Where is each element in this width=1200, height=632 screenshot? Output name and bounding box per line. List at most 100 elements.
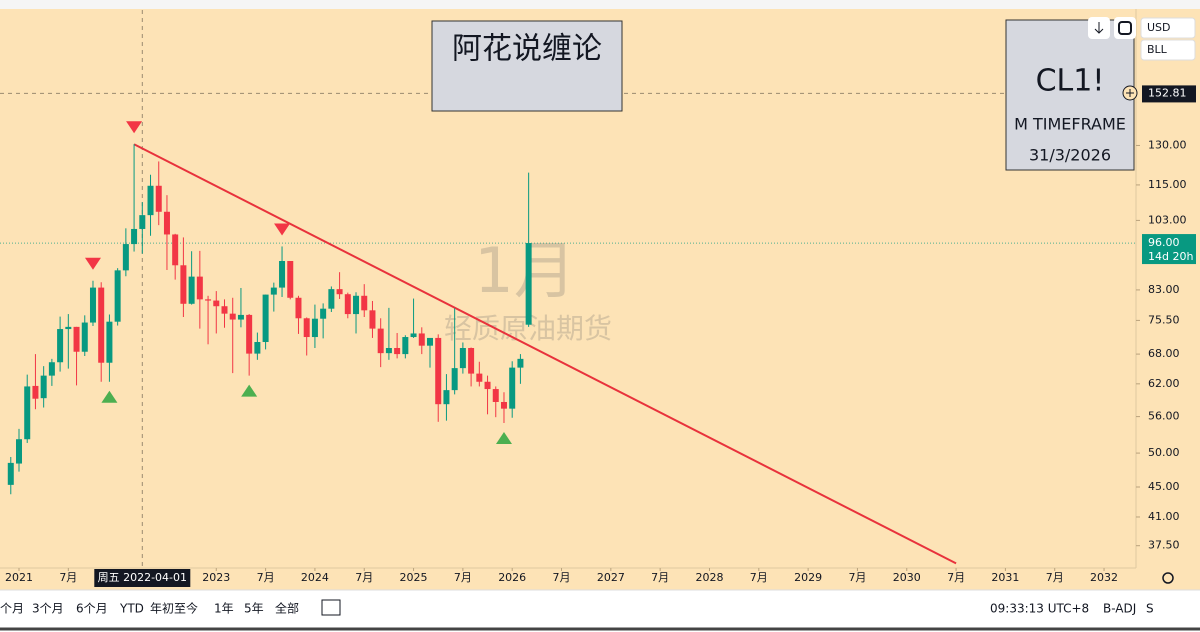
x-tick-label: 7月 — [1046, 571, 1064, 584]
candle-body — [237, 314, 244, 320]
candle-body — [188, 276, 195, 304]
range-button[interactable]: 5年 — [244, 602, 264, 616]
candle-body — [221, 306, 228, 314]
x-tick-label: 7月 — [553, 571, 571, 584]
candle-body — [16, 439, 22, 464]
crosshair-y-label: 152.81 — [1148, 86, 1187, 99]
candle-body — [459, 347, 466, 369]
candle-body — [213, 300, 220, 307]
candle-body — [303, 318, 310, 338]
candle-body — [377, 328, 384, 354]
date-range-icon[interactable] — [321, 599, 341, 616]
x-tick-label: 2028 — [695, 571, 723, 584]
range-button[interactable]: 1年 — [214, 602, 234, 616]
range-button[interactable]: 年初至今 — [150, 601, 198, 616]
candle-body — [394, 347, 401, 355]
bottom-toolbar: 个月 3个月 6个月 YTD 年初至今 1年 5年 全部 09:33:13 UTC+8 B-ADJ… — [0, 601, 1154, 616]
reset-button[interactable] — [1114, 17, 1136, 39]
candle-body — [279, 260, 286, 288]
y-tick-label: 115.00 — [1148, 178, 1187, 191]
y-tick-label: 41.00 — [1148, 510, 1180, 523]
candle-body — [361, 295, 368, 311]
unit: BLL — [1147, 43, 1168, 56]
top-marker — [126, 121, 143, 134]
candle-body — [492, 389, 499, 402]
range-button[interactable]: YTD — [119, 602, 144, 616]
plot: 1月轻质原油期货37.5041.0045.0050.0056.0062.0068… — [0, 10, 1196, 587]
candle-body — [525, 243, 532, 325]
candle-body — [147, 185, 154, 216]
adjust-button[interactable]: B-ADJ — [1103, 602, 1136, 616]
trendline — [133, 143, 957, 565]
x-tick-label: 7月 — [750, 571, 768, 584]
candle-body — [402, 337, 409, 355]
y-tick-label: 130.00 — [1148, 138, 1187, 151]
candle-body — [205, 299, 212, 301]
unit-select[interactable] — [1140, 39, 1196, 61]
candle-body — [73, 326, 80, 352]
candle-body — [98, 287, 105, 363]
range-button[interactable]: 6个月 — [76, 602, 108, 616]
candle-body — [163, 211, 170, 235]
scroll-icon — [1094, 22, 1104, 34]
x-tick-label: 2024 — [301, 571, 329, 584]
x-tick-label: 2027 — [597, 571, 625, 584]
range-button[interactable]: 个月 — [0, 602, 24, 616]
x-tick-label: 2025 — [400, 571, 428, 584]
candle-body — [517, 358, 524, 368]
candle-body — [468, 347, 475, 374]
candle-body — [114, 270, 121, 322]
candle-body — [418, 333, 425, 346]
x-tick-label: 7月 — [947, 571, 965, 584]
candle-body — [353, 295, 360, 315]
y-tick-label: 50.00 — [1148, 446, 1180, 459]
symbol: CL1! — [1036, 64, 1105, 99]
x-tick-label: 7月 — [355, 571, 373, 584]
x-tick-label: 2026 — [498, 571, 526, 584]
candle-body — [81, 322, 88, 352]
candle-body — [270, 287, 277, 295]
candle-body — [196, 276, 203, 300]
x-tick-label: 7月 — [59, 571, 77, 584]
bottom-marker — [241, 384, 258, 397]
candle-body — [89, 287, 96, 323]
candle-body — [48, 362, 55, 376]
title-box — [431, 20, 623, 112]
range-button[interactable]: 全部 — [275, 601, 299, 616]
y-tick-label: 45.00 — [1148, 480, 1180, 493]
x-tick-label: 2032 — [1090, 571, 1118, 584]
countdown-label: 14d 20h — [1148, 250, 1193, 263]
x-tick-label: 7月 — [454, 571, 472, 584]
y-tick-label: 103.00 — [1148, 213, 1187, 226]
y-tick-label: 83.00 — [1148, 283, 1180, 296]
last-price-label: 96.00 — [1148, 236, 1180, 249]
top-marker — [84, 257, 101, 270]
x-tick-label: 2029 — [794, 571, 822, 584]
candle-body — [262, 294, 269, 343]
candle-body — [254, 342, 261, 354]
extra-button[interactable]: S — [1146, 602, 1154, 616]
candle-body — [40, 375, 47, 399]
add-icon — [1126, 89, 1134, 97]
candle-body — [369, 310, 376, 329]
top-strip — [0, 0, 1200, 9]
candle-body — [320, 308, 327, 319]
candle-body — [328, 289, 335, 309]
candle-body — [509, 367, 516, 409]
candle-body — [476, 373, 483, 382]
crosshair-x-label: 周五 2022-04-01 — [98, 571, 187, 584]
candle-body — [427, 337, 433, 346]
candle-body — [32, 385, 39, 399]
bottom-marker — [495, 431, 512, 444]
currency-select[interactable] — [1140, 17, 1196, 39]
range-button[interactable]: 3个月 — [32, 602, 64, 616]
settings-icon[interactable] — [1162, 572, 1174, 584]
candle-body — [443, 390, 450, 405]
y-tick-label: 62.00 — [1148, 377, 1180, 390]
crosshair-y-badge — [1142, 85, 1196, 103]
candle-body — [311, 318, 318, 338]
y-tick-label: 68.00 — [1148, 347, 1180, 360]
y-tick-label: 37.50 — [1148, 539, 1180, 552]
candle-body — [7, 462, 14, 485]
